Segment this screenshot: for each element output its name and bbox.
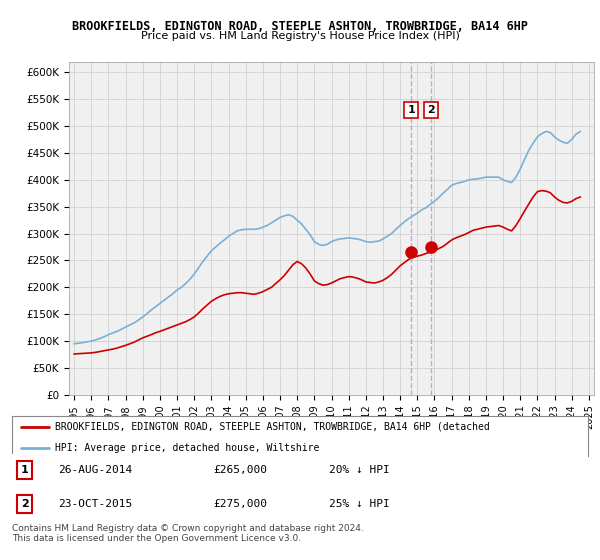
Text: 2: 2 — [21, 499, 29, 509]
Text: 20% ↓ HPI: 20% ↓ HPI — [329, 465, 389, 475]
Text: Contains HM Land Registry data © Crown copyright and database right 2024.
This d: Contains HM Land Registry data © Crown c… — [12, 524, 364, 543]
Text: 2: 2 — [427, 105, 435, 115]
Text: 23-OCT-2015: 23-OCT-2015 — [58, 499, 133, 509]
Text: 26-AUG-2014: 26-AUG-2014 — [58, 465, 133, 475]
Text: £275,000: £275,000 — [214, 499, 268, 509]
Text: 1: 1 — [407, 105, 415, 115]
Text: Price paid vs. HM Land Registry's House Price Index (HPI): Price paid vs. HM Land Registry's House … — [140, 31, 460, 41]
Text: BROOKFIELDS, EDINGTON ROAD, STEEPLE ASHTON, TROWBRIDGE, BA14 6HP: BROOKFIELDS, EDINGTON ROAD, STEEPLE ASHT… — [72, 20, 528, 32]
Text: £265,000: £265,000 — [214, 465, 268, 475]
Text: 1: 1 — [21, 465, 29, 475]
Text: BROOKFIELDS, EDINGTON ROAD, STEEPLE ASHTON, TROWBRIDGE, BA14 6HP (detached: BROOKFIELDS, EDINGTON ROAD, STEEPLE ASHT… — [55, 422, 490, 432]
Text: 25% ↓ HPI: 25% ↓ HPI — [329, 499, 389, 509]
Text: HPI: Average price, detached house, Wiltshire: HPI: Average price, detached house, Wilt… — [55, 442, 320, 452]
